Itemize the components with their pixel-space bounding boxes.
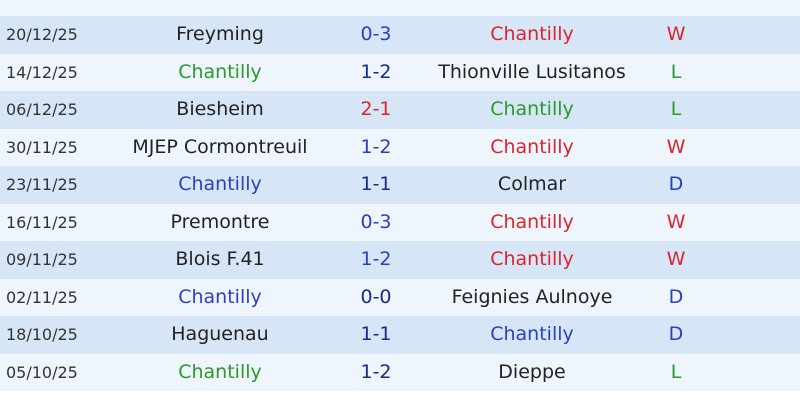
match-date: 14/12/25 (6, 62, 78, 82)
match-date: 23/11/25 (6, 175, 78, 194)
home-team: MJEP Cormontreuil (132, 135, 308, 158)
result: W (666, 135, 686, 158)
score: 1-2 (360, 60, 392, 83)
away-team: Chantilly (490, 323, 574, 345)
home-team: Haguenau (171, 323, 269, 345)
away-team: Chantilly (490, 135, 574, 158)
home-team: Biesheim (176, 98, 264, 120)
result: D (668, 285, 684, 308)
result: W (666, 23, 686, 45)
results-table: 20/12/25 Freyming 0-3 Chantilly W 14/12/25 Cha… (0, 16, 800, 391)
away-team: Dieppe (498, 360, 566, 383)
match-date: 09/11/25 (6, 250, 78, 269)
result: L (670, 60, 682, 83)
away-team: Chantilly (490, 23, 574, 45)
result: D (668, 323, 684, 345)
result: L (670, 98, 682, 120)
away-team: Feignies Aulnoye (451, 285, 613, 308)
row-stub (0, 0, 800, 16)
match-row: 02/11/25 Chantilly 0-0 Feignies Aulnoye D (0, 278, 800, 316)
score: 0-0 (360, 285, 392, 308)
away-team: Chantilly (490, 210, 574, 233)
score: 1-1 (360, 173, 392, 195)
result: D (668, 173, 684, 195)
match-row: 06/12/25 Biesheim 2-1 Chantilly L (0, 91, 800, 129)
score: 0-3 (360, 23, 392, 45)
match-row: 09/11/25 Blois F.41 1-2 Chantilly W (0, 241, 800, 279)
match-date: 16/11/25 (6, 212, 78, 232)
away-team: Chantilly (490, 248, 574, 270)
match-row: 18/10/25 Haguenau 1-1 Chantilly D (0, 316, 800, 354)
home-team: Chantilly (178, 360, 262, 383)
score: 2-1 (360, 98, 392, 120)
match-date: 02/11/25 (6, 287, 78, 307)
score: 1-2 (360, 248, 392, 270)
match-row: 14/12/25 Chantilly 1-2 Thionville Lusitanos… (0, 53, 800, 91)
away-team: Thionville Lusitanos (438, 60, 626, 83)
match-row: 20/12/25 Freyming 0-3 Chantilly W (0, 16, 800, 54)
home-team: Premontre (170, 210, 270, 233)
score: 0-3 (360, 210, 392, 233)
away-team: Colmar (497, 173, 567, 195)
score: 1-1 (360, 323, 392, 345)
home-team: Chantilly (178, 173, 262, 195)
away-team: Chantilly (490, 98, 574, 120)
home-team: Chantilly (178, 285, 262, 308)
match-date: 20/12/25 (6, 25, 78, 44)
score: 1-2 (360, 360, 392, 383)
match-row: 23/11/25 Chantilly 1-1 Colmar D (0, 166, 800, 204)
match-row: 30/11/25 MJEP Cormontreuil 1-2 Chantilly W (0, 128, 800, 166)
home-team: Chantilly (178, 60, 262, 83)
score: 1-2 (360, 135, 392, 158)
result: W (666, 248, 686, 270)
match-date: 18/10/25 (6, 325, 78, 344)
match-date: 06/12/25 (6, 100, 78, 119)
home-team: Freyming (176, 23, 264, 45)
home-team: Blois F.41 (175, 248, 265, 270)
match-date: 30/11/25 (6, 137, 78, 157)
result: W (666, 210, 686, 233)
match-row: 16/11/25 Premontre 0-3 Chantilly W (0, 203, 800, 241)
match-date: 05/10/25 (6, 362, 78, 382)
match-row: 05/10/25 Chantilly 1-2 Dieppe L (0, 353, 800, 391)
result: L (670, 360, 682, 383)
